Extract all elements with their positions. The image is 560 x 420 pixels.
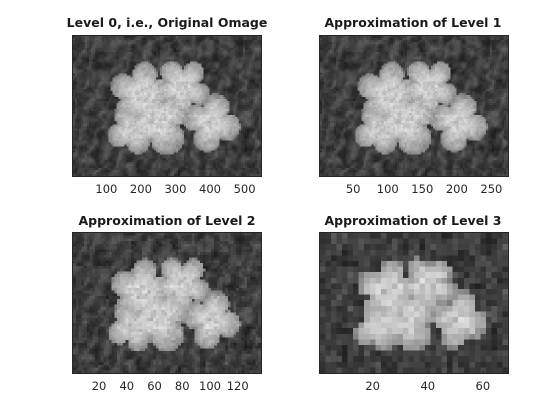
x-tick-label: 100: [199, 379, 221, 393]
grayscale-image-original: [72, 35, 262, 177]
x-tick-mark: [427, 371, 429, 374]
x-tick-label: 300: [164, 182, 187, 196]
x-tick-label: 150: [411, 182, 434, 196]
x-tick-mark: [491, 174, 493, 177]
x-tick-mark: [210, 174, 211, 177]
y-tick-mark: [72, 292, 75, 294]
y-tick-mark: [72, 354, 75, 356]
image-pixels: [73, 233, 261, 373]
x-tick-label: 200: [445, 182, 468, 196]
x-tick-label: 20: [365, 379, 381, 393]
x-tick-label: 60: [475, 379, 491, 393]
y-tick-mark: [72, 151, 75, 153]
x-tick-label: 40: [119, 379, 135, 393]
x-tick-mark: [387, 174, 389, 177]
y-tick-mark: [319, 353, 322, 355]
panel-title: Approximation of Level 2: [78, 213, 256, 228]
image-pixels: [320, 36, 508, 176]
x-tick-label: 100: [95, 182, 118, 196]
x-tick-mark: [372, 371, 374, 374]
grayscale-image-level-1: [319, 35, 509, 177]
x-tick-mark: [456, 174, 458, 177]
x-tick-mark: [353, 174, 355, 177]
y-tick-mark: [319, 323, 322, 325]
y-tick-mark: [72, 323, 75, 325]
y-tick-mark: [319, 73, 322, 75]
x-tick-label: 40: [420, 379, 436, 393]
x-tick-mark: [175, 174, 177, 177]
x-tick-label: 500: [233, 182, 256, 196]
y-tick-mark: [72, 112, 75, 114]
x-tick-mark: [482, 371, 484, 374]
panel-title: Approximation of Level 1: [324, 15, 502, 30]
panel-title: Level 0, i.e., Original Omage: [66, 15, 268, 30]
image-pixels: [320, 233, 508, 373]
y-tick-mark: [319, 112, 322, 114]
x-tick-mark: [209, 371, 211, 374]
x-tick-mark: [244, 174, 246, 177]
x-tick-mark: [422, 174, 424, 177]
y-tick-mark: [319, 261, 322, 263]
x-tick-label: 250: [480, 182, 503, 196]
y-tick-mark: [319, 151, 322, 152]
image-pixels: [73, 36, 261, 176]
x-tick-label: 400: [199, 182, 221, 196]
x-tick-label: 20: [91, 379, 107, 393]
grayscale-image-level-3: [319, 232, 509, 374]
x-tick-label: 50: [345, 182, 361, 196]
x-tick-label: 200: [129, 182, 152, 196]
x-tick-label: 80: [174, 379, 190, 393]
x-tick-mark: [237, 371, 239, 374]
grayscale-image-level-2: [72, 232, 262, 374]
x-tick-mark: [126, 371, 128, 374]
x-tick-label: 100: [376, 182, 399, 196]
x-tick-mark: [140, 174, 142, 177]
x-tick-mark: [99, 371, 101, 374]
y-tick-mark: [319, 292, 322, 294]
x-tick-label: 120: [226, 379, 249, 393]
x-tick-mark: [154, 371, 156, 374]
y-tick-mark: [72, 262, 75, 264]
x-tick-mark: [182, 371, 184, 374]
panel-title: Approximation of Level 3: [324, 213, 502, 228]
x-tick-mark: [106, 174, 108, 177]
x-tick-label: 60: [147, 379, 162, 393]
y-tick-mark: [72, 73, 75, 75]
